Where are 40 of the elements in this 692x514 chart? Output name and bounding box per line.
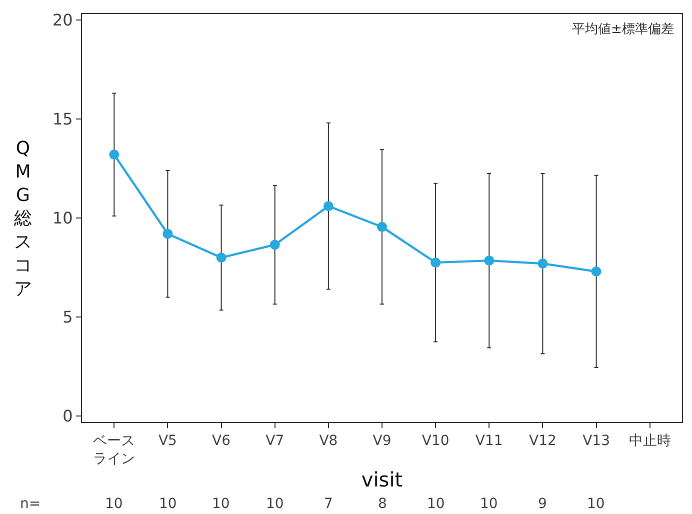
text: 10 — [480, 496, 498, 512]
y-axis-title: QMG総スコア — [13, 138, 32, 300]
x-tick-label: V10 — [422, 432, 450, 449]
text: 9 — [538, 496, 547, 512]
x-tick-label: V8 — [319, 432, 338, 449]
text: 8 — [378, 496, 387, 512]
text: 10 — [587, 496, 605, 512]
x-tick-label: ベースライン — [93, 432, 136, 467]
x-tick-label: V11 — [475, 432, 503, 449]
x-axis-title: visit — [361, 468, 403, 492]
point — [430, 258, 441, 268]
text: 7 — [324, 496, 333, 512]
y-tick-label: 5 — [62, 308, 73, 327]
point — [109, 150, 120, 160]
y-tick-label: 0 — [62, 406, 73, 426]
point — [538, 258, 548, 269]
y-tick-label: 10 — [52, 208, 73, 228]
x-tick-label: V9 — [372, 432, 392, 449]
text: 10 — [105, 496, 123, 512]
x-tick-label: V5 — [158, 432, 177, 449]
x-tick-label: 中止時 — [628, 432, 671, 449]
annotation: 平均値±標準偏差 — [572, 22, 674, 37]
point — [377, 222, 387, 232]
text: 10 — [266, 496, 284, 512]
text: 10 — [159, 496, 177, 512]
x-tick-label: V12 — [529, 432, 556, 449]
point — [323, 201, 334, 212]
point — [216, 252, 226, 263]
text: 10 — [212, 496, 230, 512]
text: 10 — [427, 496, 445, 512]
x-tick-label: V6 — [212, 432, 231, 449]
point — [162, 228, 173, 239]
point — [484, 256, 494, 266]
point — [591, 266, 602, 276]
x-tick-label: V7 — [266, 432, 284, 449]
point — [270, 240, 280, 250]
text: n= — [20, 496, 41, 512]
y-tick-label: 20 — [52, 10, 73, 30]
x-tick-label: V13 — [582, 432, 610, 449]
y-tick-label: 15 — [52, 110, 73, 129]
